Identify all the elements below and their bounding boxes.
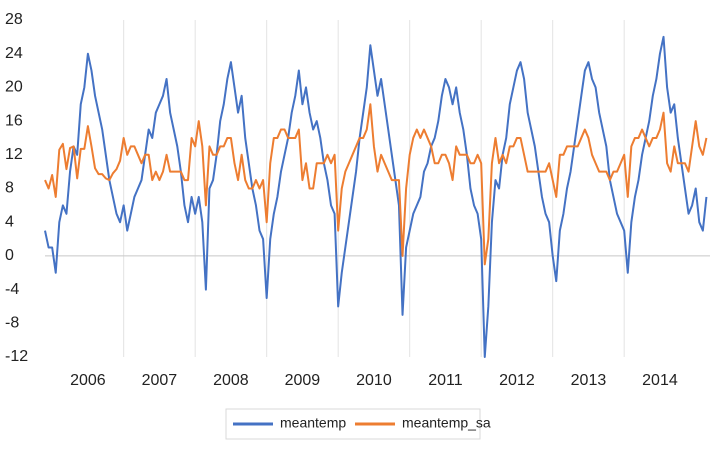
x-tick-label: 2009: [285, 372, 321, 389]
y-tick-label: 8: [5, 180, 14, 197]
x-tick-label: 2013: [571, 372, 607, 389]
y-tick-label: 24: [5, 45, 23, 62]
y-tick-label: -4: [5, 281, 19, 298]
y-tick-label: -12: [5, 348, 28, 365]
y-tick-label: 0: [5, 247, 14, 264]
y-tick-label: 4: [5, 213, 14, 230]
x-tick-label: 2012: [499, 372, 535, 389]
x-tick-label: 2006: [70, 372, 106, 389]
y-tick-label: -8: [5, 315, 19, 332]
legend-label: meantemp: [280, 415, 346, 431]
x-tick-label: 2008: [213, 372, 249, 389]
x-tick-label: 2011: [428, 372, 463, 389]
x-tick-label: 2007: [142, 372, 178, 389]
x-tick-label: 2010: [356, 372, 392, 389]
y-tick-label: 16: [5, 112, 23, 129]
legend-box: [225, 408, 481, 440]
legend-label: meantemp_sa: [402, 415, 491, 431]
line-series: [44, 35, 708, 358]
y-tick-label: 20: [5, 79, 23, 96]
x-tick-label: 2014: [642, 372, 678, 389]
y-tick-label: 28: [5, 11, 23, 28]
line-series: [44, 103, 708, 266]
y-tick-label: 12: [5, 146, 23, 163]
legend: meantemp meantemp_sa: [225, 408, 491, 440]
